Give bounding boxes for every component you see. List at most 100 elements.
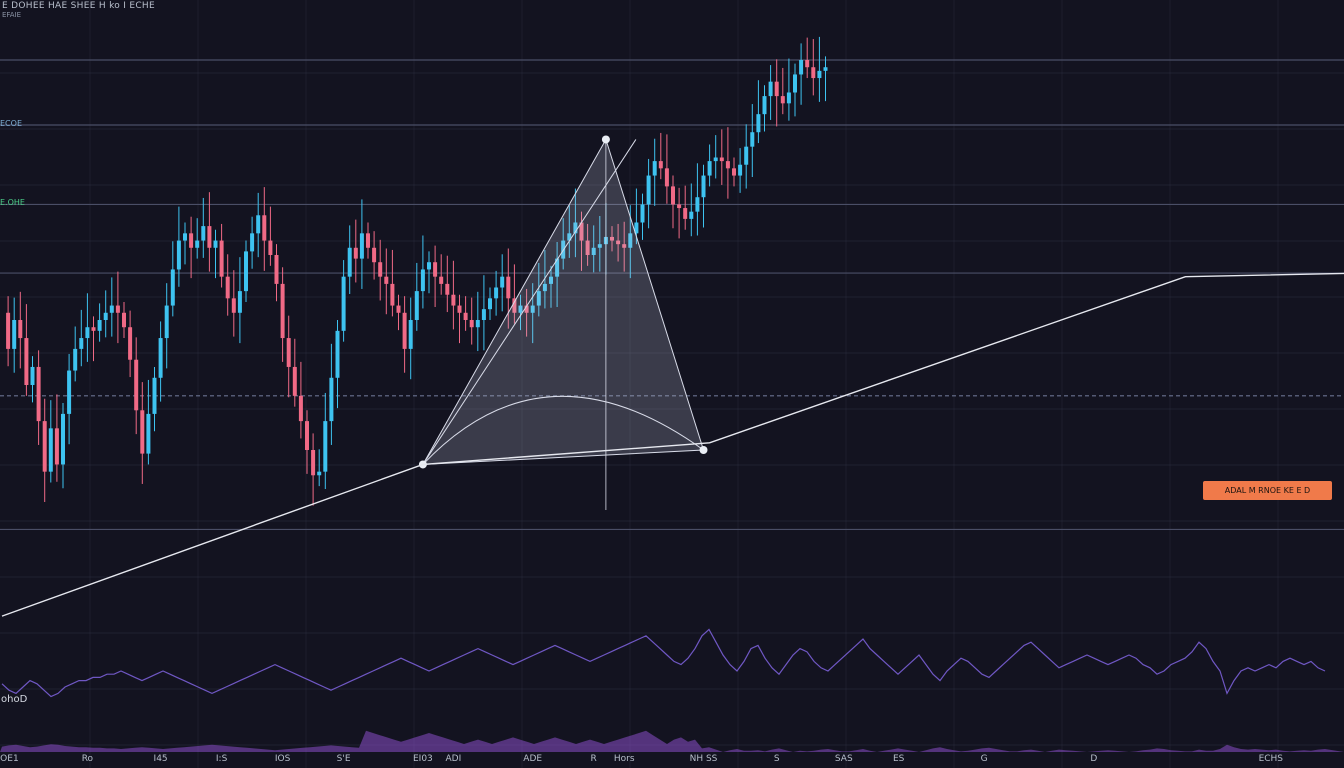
- candle: [640, 204, 645, 223]
- candle: [488, 298, 492, 310]
- candle: [585, 240, 590, 255]
- candle: [347, 247, 352, 277]
- candle: [536, 291, 541, 306]
- candle: [54, 428, 59, 465]
- volume-area-path: [0, 730, 1344, 752]
- candle: [353, 247, 358, 259]
- candle: [6, 312, 11, 349]
- candle: [323, 421, 328, 472]
- candle: [805, 60, 810, 68]
- x-tick-label: D: [1090, 754, 1098, 764]
- candle: [18, 320, 23, 339]
- candle: [164, 305, 169, 339]
- candle: [420, 269, 425, 292]
- candle: [317, 471, 322, 476]
- x-tick-label: IOS: [274, 754, 291, 764]
- x-tick-label: I45: [153, 754, 168, 764]
- candle: [158, 338, 163, 378]
- horizontal-levels: [0, 59, 1344, 531]
- candle: [286, 338, 291, 367]
- candle: [378, 262, 383, 277]
- candle: [341, 276, 346, 331]
- candle: [427, 262, 431, 270]
- candle: [573, 222, 578, 234]
- candle: [189, 233, 194, 248]
- candle: [555, 258, 560, 277]
- candle: [213, 240, 218, 248]
- fibonacci-ray: [422, 139, 637, 465]
- candle: [713, 157, 718, 162]
- candle: [811, 67, 816, 79]
- candle: [152, 377, 157, 414]
- candle: [225, 276, 230, 299]
- candle: [732, 168, 736, 176]
- price-label: ECOE: [0, 119, 22, 128]
- candle: [677, 204, 682, 209]
- candle: [500, 276, 505, 288]
- candle: [579, 222, 584, 241]
- candle: [494, 287, 499, 299]
- candle: [518, 305, 523, 313]
- current-price-badge[interactable]: ADAL M RNOE KE E D: [1203, 481, 1332, 500]
- x-tick-label: NH SS: [689, 754, 718, 764]
- x-tick-label: ECHS: [1258, 754, 1284, 764]
- x-tick-label: ES: [892, 754, 905, 764]
- x-tick-label: ADE: [523, 754, 543, 764]
- candle: [481, 309, 486, 320]
- candle: [549, 276, 553, 284]
- x-tick-label: IOE1: [0, 754, 19, 764]
- candle: [671, 186, 675, 205]
- candle: [457, 305, 462, 313]
- candle: [396, 305, 401, 313]
- candle: [793, 74, 797, 93]
- candle: [439, 276, 444, 284]
- candle: [701, 175, 706, 198]
- drawing-handle: [699, 446, 708, 454]
- candle: [414, 291, 419, 320]
- x-tick-label: Ro: [81, 754, 94, 764]
- candle: [469, 320, 474, 328]
- candle: [433, 262, 438, 277]
- candle: [207, 226, 212, 248]
- candle: [530, 305, 535, 313]
- candle: [244, 251, 248, 292]
- candle: [750, 132, 755, 147]
- candle: [335, 330, 340, 378]
- candle: [786, 92, 791, 104]
- drawing-handle: [601, 135, 610, 144]
- candle: [817, 70, 822, 79]
- candle: [756, 114, 761, 133]
- x-tick-label: S: [773, 754, 780, 764]
- fibonacci-area: [422, 138, 705, 465]
- candle: [305, 421, 309, 450]
- trend-line[interactable]: [1, 272, 1344, 617]
- candle: [402, 312, 407, 349]
- candle: [97, 320, 102, 331]
- candle: [719, 157, 724, 162]
- x-tick-label: G: [980, 754, 988, 764]
- candle: [274, 255, 279, 284]
- candle: [122, 312, 126, 328]
- candle: [128, 327, 133, 360]
- candle: [12, 320, 17, 349]
- fibonacci-triangle[interactable]: [418, 135, 708, 510]
- candle: [780, 96, 785, 104]
- fibonacci-arc: [422, 395, 704, 465]
- candle: [176, 240, 181, 270]
- candle: [219, 240, 224, 277]
- candle: [725, 161, 730, 169]
- candle: [109, 305, 114, 313]
- candle: [231, 298, 236, 313]
- candle: [372, 247, 377, 263]
- candle: [622, 244, 627, 248]
- candle: [24, 338, 29, 385]
- price-label: E.OHE: [0, 198, 25, 208]
- candle: [451, 294, 456, 306]
- candle: [42, 421, 47, 472]
- candle: [695, 197, 700, 212]
- candle: [567, 233, 572, 241]
- candle: [774, 81, 779, 97]
- candle: [384, 276, 389, 284]
- candle: [67, 370, 72, 414]
